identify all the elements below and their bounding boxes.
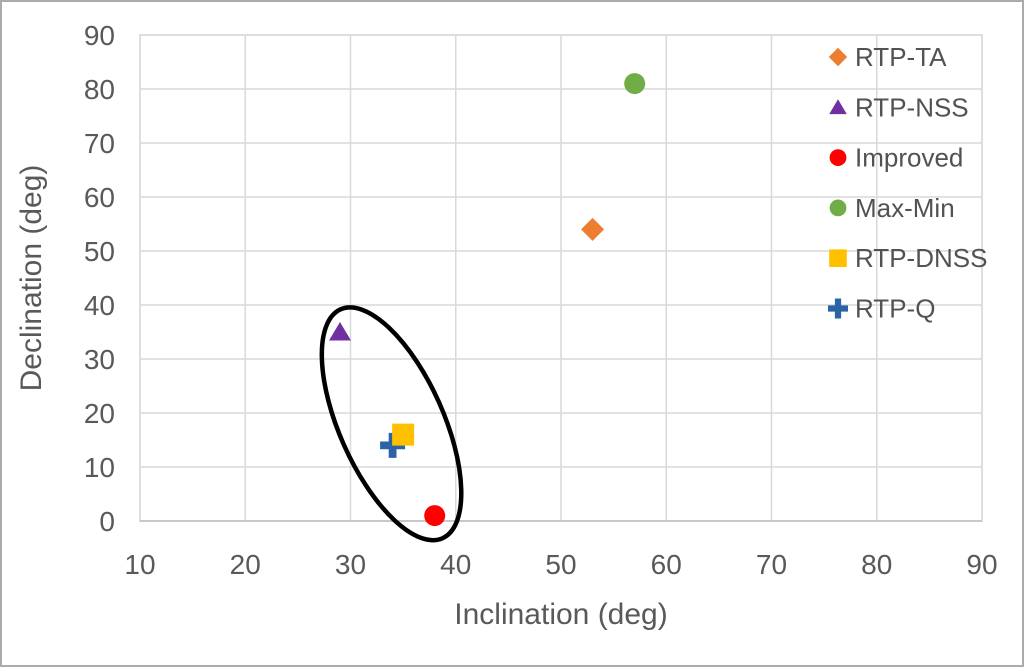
marker-improved bbox=[424, 505, 446, 527]
x-tick-label-30: 30 bbox=[335, 549, 366, 580]
x-tick-label-70: 70 bbox=[756, 549, 787, 580]
legend-label-max-min: Max-Min bbox=[855, 193, 955, 223]
cluster-ellipse-annotation bbox=[319, 305, 464, 543]
x-tick-label-50: 50 bbox=[545, 549, 576, 580]
y-tick-label-60: 60 bbox=[84, 182, 115, 213]
x-axis-title: Inclination (deg) bbox=[454, 598, 668, 631]
y-tick-label-90: 90 bbox=[84, 20, 115, 51]
y-tick-label-20: 20 bbox=[84, 398, 115, 429]
legend-marker-rtp-dnss bbox=[829, 249, 847, 267]
x-tick-label-80: 80 bbox=[861, 549, 892, 580]
y-tick-label-40: 40 bbox=[84, 290, 115, 321]
marker-rtp-nss bbox=[328, 322, 351, 341]
y-tick-label-10: 10 bbox=[84, 452, 115, 483]
y-tick-label-50: 50 bbox=[84, 236, 115, 267]
y-tick-label-80: 80 bbox=[84, 74, 115, 105]
legend-marker-improved bbox=[829, 149, 847, 167]
marker-max-min bbox=[624, 73, 646, 95]
marker-rtp-dnss bbox=[392, 423, 415, 446]
x-tick-label-10: 10 bbox=[124, 549, 155, 580]
legend-label-rtp-q: RTP-Q bbox=[855, 294, 935, 324]
legend-marker-max-min bbox=[829, 199, 847, 217]
marker-rtp-ta bbox=[581, 217, 605, 241]
x-tick-label-40: 40 bbox=[440, 549, 471, 580]
x-tick-label-60: 60 bbox=[651, 549, 682, 580]
legend-label-rtp-nss: RTP-NSS bbox=[855, 92, 969, 122]
y-axis-title: Declination (deg) bbox=[15, 164, 48, 392]
legend-label-improved: Improved bbox=[855, 143, 963, 173]
legend-marker-rtp-ta bbox=[828, 47, 848, 67]
y-tick-label-0: 0 bbox=[99, 506, 115, 537]
y-tick-label-70: 70 bbox=[84, 128, 115, 159]
legend-marker-rtp-q bbox=[828, 298, 848, 319]
legend-label-rtp-dnss: RTP-DNSS bbox=[855, 243, 987, 273]
legend-label-rtp-ta: RTP-TA bbox=[855, 42, 947, 72]
x-tick-label-20: 20 bbox=[230, 549, 261, 580]
legend-marker-rtp-nss bbox=[829, 99, 847, 115]
x-tick-label-90: 90 bbox=[966, 549, 997, 580]
y-tick-label-30: 30 bbox=[84, 344, 115, 375]
